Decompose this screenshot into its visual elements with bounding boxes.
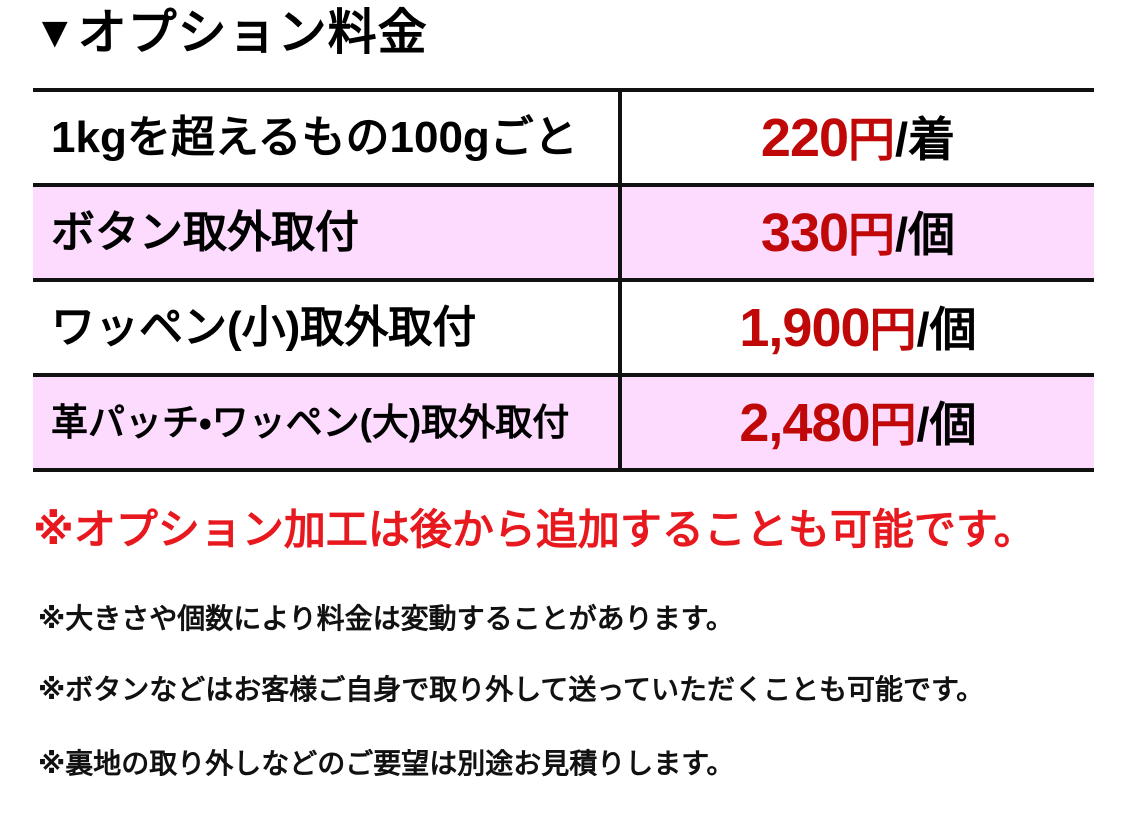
page-title: ▼オプション料金 <box>33 6 428 60</box>
note-item: ※ボタンなどはお客様ご自身で取り外して送っていただくことも可能です。 <box>38 674 985 705</box>
price-currency: 円 <box>848 207 896 261</box>
row-price: 330円/個 <box>761 206 956 261</box>
table-row: 革パッチ・ワッペン(大)取外取付 2,480円/個 <box>33 373 1094 472</box>
table-row: ワッペン(小)取外取付 1,900円/個 <box>33 278 1094 377</box>
price-currency: 円 <box>869 397 917 451</box>
notice-highlight: ※オプション加工は後から追加することも可能です。 <box>33 506 1036 553</box>
row-label: 革パッチ・ワッペン(大)取外取付 <box>51 402 570 443</box>
table-body: 1kgを超えるもの100gごと 220円/着 ボタン取外取付 330円/個 ワッ… <box>33 88 1094 472</box>
price-unit: /個 <box>895 207 956 261</box>
price-amount: 220 <box>760 107 849 168</box>
row-price: 220円/着 <box>761 111 956 166</box>
page-title-text: オプション料金 <box>77 6 428 60</box>
price-amount: 1,900 <box>739 297 870 358</box>
row-price: 1,900円/個 <box>739 301 977 356</box>
table-row: 1kgを超えるもの100gごと 220円/着 <box>33 88 1094 187</box>
table-cell-label: ワッペン(小)取外取付 <box>33 278 622 377</box>
table-cell-label: ボタン取外取付 <box>33 183 622 282</box>
table-cell-price: 330円/個 <box>620 183 1094 282</box>
row-price: 2,480円/個 <box>739 396 977 451</box>
price-amount: 2,480 <box>739 392 870 453</box>
row-label: ボタン取外取付 <box>51 207 359 257</box>
triangle-down-icon: ▼ <box>33 8 78 57</box>
price-currency: 円 <box>869 302 917 356</box>
option-price-table: 1kgを超えるもの100gごと 220円/着 ボタン取外取付 330円/個 ワッ… <box>33 88 1094 472</box>
price-amount: 330 <box>760 202 849 263</box>
table-cell-price: 1,900円/個 <box>620 278 1094 377</box>
table-row: ボタン取外取付 330円/個 <box>33 183 1094 282</box>
note-item: ※裏地の取り外しなどのご要望は別途お見積りします。 <box>38 748 735 779</box>
table-cell-label: 1kgを超えるもの100gごと <box>33 88 622 187</box>
table-cell-price: 220円/着 <box>620 88 1094 187</box>
price-unit: /着 <box>895 112 956 166</box>
price-unit: /個 <box>916 302 977 356</box>
price-currency: 円 <box>848 112 896 166</box>
row-label: ワッペン(小)取外取付 <box>51 302 477 352</box>
table-cell-price: 2,480円/個 <box>620 373 1094 472</box>
note-item: ※大きさや個数により料金は変動することがあります。 <box>38 603 734 634</box>
row-label: 1kgを超えるもの100gごと <box>51 112 578 162</box>
table-cell-label: 革パッチ・ワッペン(大)取外取付 <box>33 373 622 472</box>
price-unit: /個 <box>916 397 977 451</box>
